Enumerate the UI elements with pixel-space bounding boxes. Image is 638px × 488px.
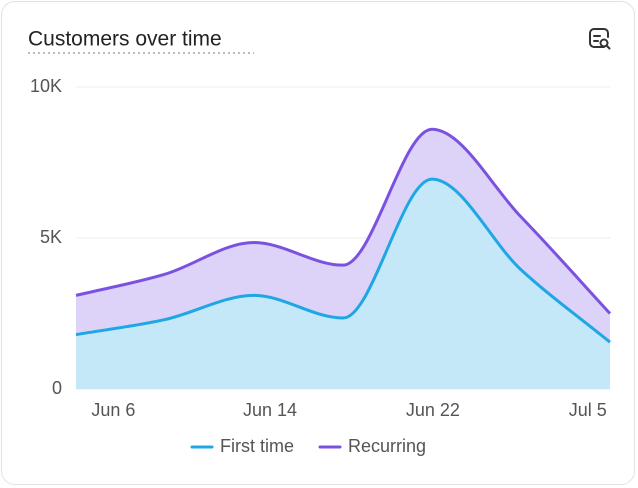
x-tick-label: Jun 22 bbox=[406, 400, 460, 420]
legend-label: First time bbox=[220, 436, 294, 456]
x-tick-label: Jun 14 bbox=[243, 400, 297, 420]
y-tick-label: 5K bbox=[40, 227, 62, 247]
legend-label: Recurring bbox=[348, 436, 426, 456]
y-tick-label: 0 bbox=[52, 378, 62, 398]
area bbox=[76, 129, 610, 343]
y-tick-label: 10K bbox=[30, 76, 62, 96]
series-line bbox=[75, 127, 612, 315]
series-line bbox=[75, 177, 611, 344]
x-tick-label: Jun 6 bbox=[91, 400, 135, 420]
insights-icon[interactable] bbox=[589, 28, 611, 50]
area bbox=[76, 179, 610, 389]
x-tick-label: Jul 5 bbox=[569, 400, 607, 420]
chart-title: Customers over time bbox=[28, 28, 222, 51]
